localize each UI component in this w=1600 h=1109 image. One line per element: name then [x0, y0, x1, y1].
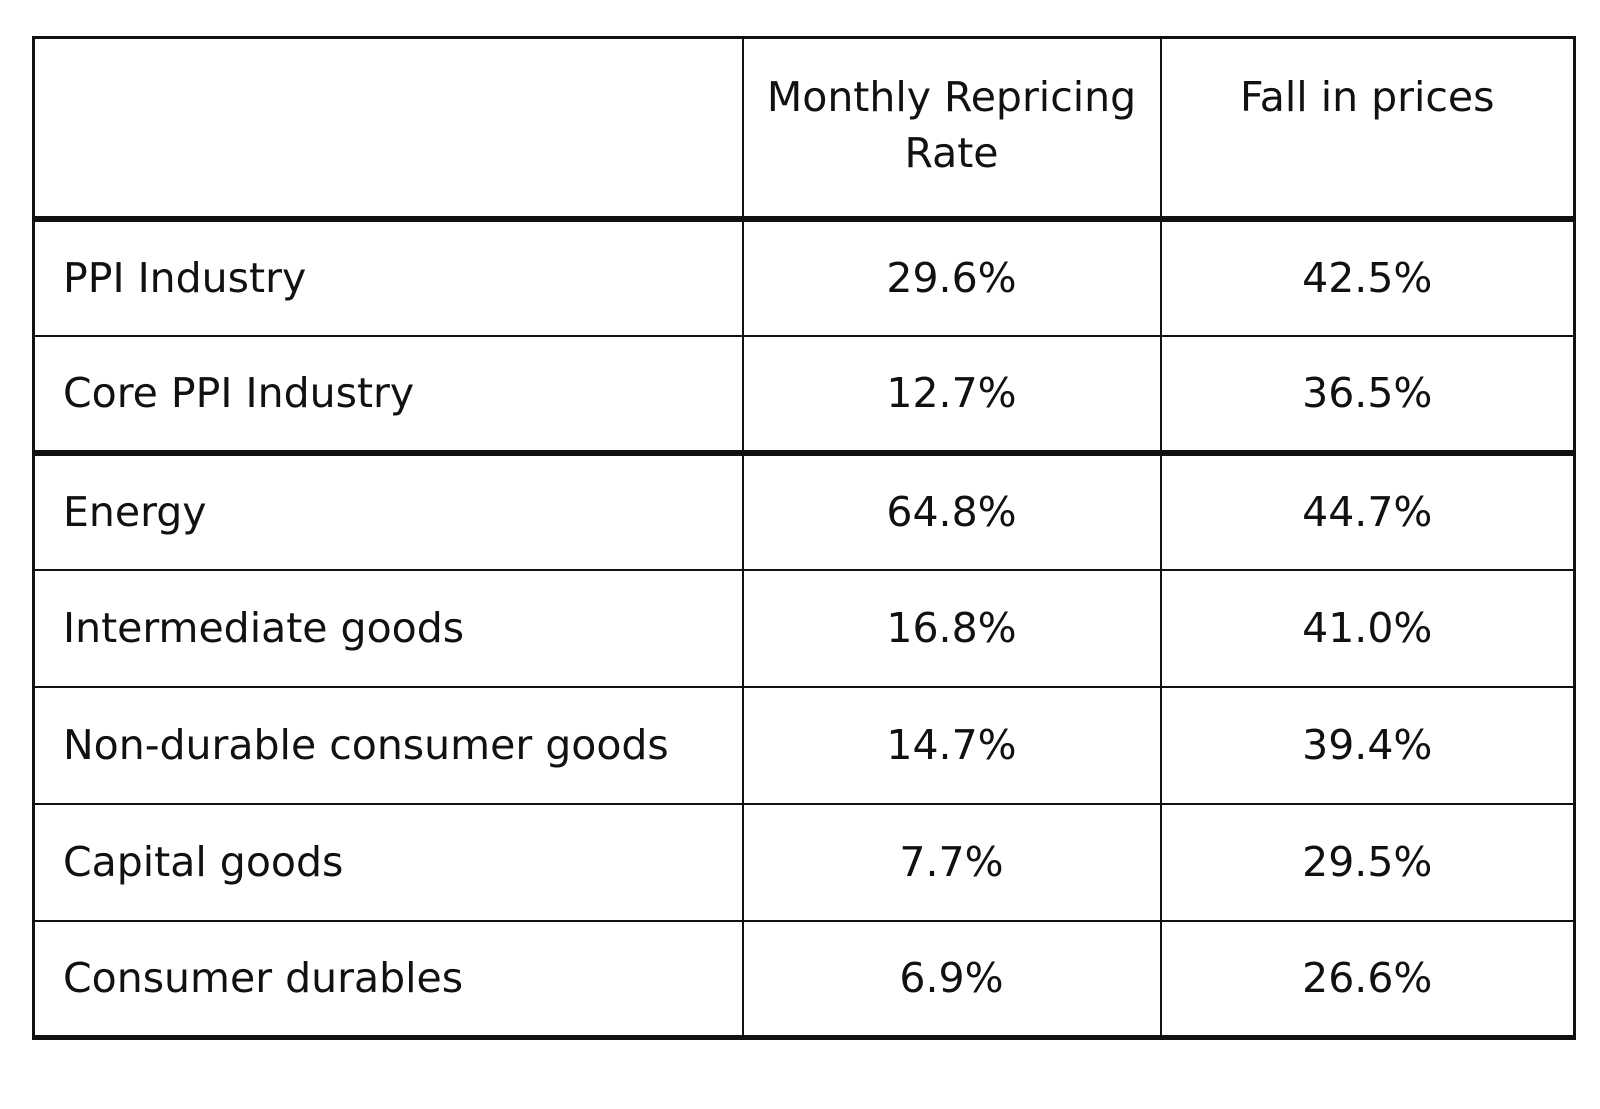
repricing-rate-value: 14.7%: [741, 685, 1162, 805]
repricing-rate-value: 12.7%: [741, 334, 1162, 454]
table-row: Capital goods 7.7% 29.5%: [32, 802, 1576, 922]
table-row: Non-durable consumer goods 14.7% 39.4%: [32, 685, 1576, 805]
header-empty-cell: [32, 36, 744, 222]
row-label: Non-durable consumer goods: [32, 685, 744, 805]
header-fall-in-prices: Fall in prices: [1159, 36, 1576, 222]
fall-in-prices-value: 44.7%: [1159, 449, 1576, 571]
row-label: Energy: [32, 449, 744, 571]
table-row: Core PPI Industry 12.7% 36.5%: [32, 334, 1576, 454]
fall-in-prices-value: 39.4%: [1159, 685, 1576, 805]
fall-in-prices-value: 26.6%: [1159, 919, 1576, 1039]
repricing-rate-value: 7.7%: [741, 802, 1162, 922]
repricing-rate-value: 29.6%: [741, 217, 1162, 337]
repricing-rate-value: 64.8%: [741, 449, 1162, 571]
fall-in-prices-value: 41.0%: [1159, 568, 1576, 688]
repricing-table: Monthly Repricing Rate Fall in prices PP…: [32, 36, 1576, 1040]
table-row: Consumer durables 6.9% 26.6%: [32, 919, 1576, 1039]
fall-in-prices-value: 36.5%: [1159, 334, 1576, 454]
repricing-rate-value: 6.9%: [741, 919, 1162, 1039]
row-label: Capital goods: [32, 802, 744, 922]
fall-in-prices-value: 42.5%: [1159, 217, 1576, 337]
table-row: Energy 64.8% 44.7%: [32, 449, 1576, 571]
repricing-rate-value: 16.8%: [741, 568, 1162, 688]
header-row: Monthly Repricing Rate Fall in prices: [32, 36, 1576, 222]
header-monthly-repricing-rate: Monthly Repricing Rate: [741, 36, 1162, 222]
row-label: Intermediate goods: [32, 568, 744, 688]
table-row: Intermediate goods 16.8% 41.0%: [32, 568, 1576, 688]
row-label: Consumer durables: [32, 919, 744, 1039]
table-row: PPI Industry 29.6% 42.5%: [32, 217, 1576, 337]
row-label: PPI Industry: [32, 217, 744, 337]
row-label: Core PPI Industry: [32, 334, 744, 454]
fall-in-prices-value: 29.5%: [1159, 802, 1576, 922]
